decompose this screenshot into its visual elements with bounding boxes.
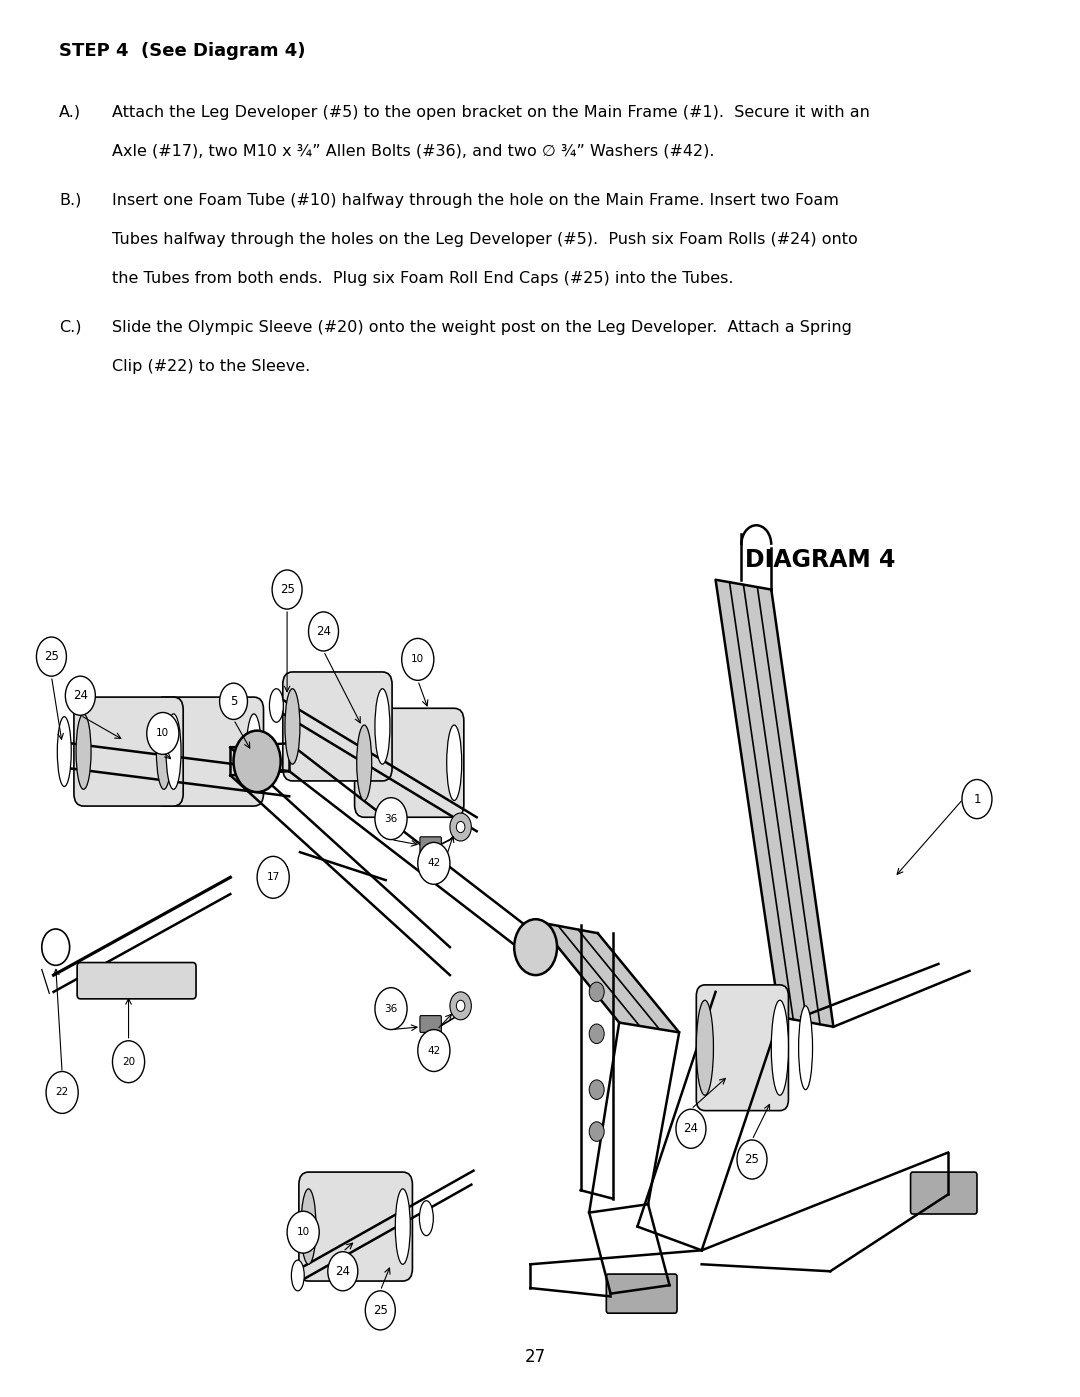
- Text: 27: 27: [525, 1348, 546, 1366]
- FancyBboxPatch shape: [420, 837, 442, 854]
- Circle shape: [418, 1030, 450, 1071]
- Text: 10: 10: [157, 728, 170, 739]
- FancyBboxPatch shape: [910, 1172, 977, 1214]
- Circle shape: [402, 638, 434, 680]
- Ellipse shape: [269, 689, 283, 722]
- FancyBboxPatch shape: [154, 697, 264, 806]
- Circle shape: [737, 1140, 767, 1179]
- Ellipse shape: [697, 1000, 714, 1095]
- Text: Tubes halfway through the holes on the Leg Developer (#5).  Push six Foam Rolls : Tubes halfway through the holes on the L…: [112, 232, 859, 247]
- Ellipse shape: [292, 1260, 305, 1291]
- Text: Clip (#22) to the Sleeve.: Clip (#22) to the Sleeve.: [112, 359, 311, 374]
- Text: 22: 22: [55, 1087, 69, 1098]
- Circle shape: [233, 731, 281, 792]
- Text: 24: 24: [684, 1122, 699, 1136]
- Circle shape: [375, 798, 407, 840]
- Ellipse shape: [375, 689, 390, 764]
- Circle shape: [219, 683, 247, 719]
- Text: 10: 10: [297, 1227, 310, 1238]
- Text: 20: 20: [122, 1056, 135, 1067]
- Text: 36: 36: [384, 1003, 397, 1014]
- Circle shape: [375, 988, 407, 1030]
- Text: 24: 24: [72, 689, 87, 703]
- Polygon shape: [538, 922, 679, 1032]
- Text: STEP 4  (See Diagram 4): STEP 4 (See Diagram 4): [59, 42, 306, 60]
- FancyBboxPatch shape: [73, 697, 184, 806]
- Text: A.): A.): [59, 105, 81, 120]
- Circle shape: [112, 1041, 145, 1083]
- Text: 42: 42: [428, 1045, 441, 1056]
- Circle shape: [328, 1252, 357, 1291]
- Text: 25: 25: [744, 1153, 759, 1166]
- Circle shape: [37, 637, 66, 676]
- FancyBboxPatch shape: [283, 672, 392, 781]
- Text: 24: 24: [316, 624, 330, 638]
- Text: B.): B.): [59, 193, 81, 208]
- Text: Insert one Foam Tube (#10) halfway through the hole on the Main Frame. Insert tw: Insert one Foam Tube (#10) halfway throu…: [112, 193, 839, 208]
- Ellipse shape: [798, 1006, 812, 1090]
- Circle shape: [66, 676, 95, 715]
- Circle shape: [514, 919, 557, 975]
- Circle shape: [590, 982, 604, 1002]
- Circle shape: [147, 712, 179, 754]
- Circle shape: [590, 1024, 604, 1044]
- Circle shape: [272, 570, 302, 609]
- Circle shape: [457, 821, 464, 833]
- Ellipse shape: [166, 714, 181, 789]
- Ellipse shape: [771, 1000, 788, 1095]
- Ellipse shape: [301, 1189, 316, 1264]
- Circle shape: [46, 1071, 78, 1113]
- Polygon shape: [716, 580, 834, 1027]
- Text: Axle (#17), two M10 x ¾” Allen Bolts (#36), and two ∅ ¾” Washers (#42).: Axle (#17), two M10 x ¾” Allen Bolts (#3…: [112, 144, 715, 159]
- Text: the Tubes from both ends.  Plug six Foam Roll End Caps (#25) into the Tubes.: the Tubes from both ends. Plug six Foam …: [112, 271, 734, 286]
- Text: 36: 36: [384, 813, 397, 824]
- Ellipse shape: [419, 1200, 433, 1236]
- Circle shape: [365, 1291, 395, 1330]
- Text: 24: 24: [335, 1264, 350, 1278]
- FancyBboxPatch shape: [697, 985, 788, 1111]
- Text: 1: 1: [973, 792, 981, 806]
- Ellipse shape: [447, 725, 462, 800]
- Circle shape: [450, 813, 471, 841]
- Text: Slide the Olympic Sleeve (#20) onto the weight post on the Leg Developer.  Attac: Slide the Olympic Sleeve (#20) onto the …: [112, 320, 852, 335]
- Text: 25: 25: [44, 650, 58, 664]
- FancyBboxPatch shape: [77, 963, 197, 999]
- Ellipse shape: [157, 714, 172, 789]
- FancyBboxPatch shape: [420, 1016, 442, 1032]
- Circle shape: [590, 1080, 604, 1099]
- Text: C.): C.): [59, 320, 81, 335]
- Text: 5: 5: [230, 694, 238, 708]
- Text: 17: 17: [267, 872, 280, 883]
- Circle shape: [962, 780, 991, 819]
- Ellipse shape: [57, 717, 71, 787]
- Circle shape: [287, 1211, 320, 1253]
- Circle shape: [457, 1000, 464, 1011]
- Text: Attach the Leg Developer (#5) to the open bracket on the Main Frame (#1).  Secur: Attach the Leg Developer (#5) to the ope…: [112, 105, 870, 120]
- Text: 10: 10: [411, 654, 424, 665]
- Circle shape: [450, 992, 471, 1020]
- Text: 25: 25: [373, 1303, 388, 1317]
- Text: 42: 42: [428, 858, 441, 869]
- FancyBboxPatch shape: [299, 1172, 413, 1281]
- Circle shape: [676, 1109, 706, 1148]
- FancyBboxPatch shape: [606, 1274, 677, 1313]
- Text: DIAGRAM 4: DIAGRAM 4: [744, 548, 895, 571]
- Ellipse shape: [76, 714, 91, 789]
- Text: 25: 25: [280, 583, 295, 597]
- Circle shape: [590, 1122, 604, 1141]
- Ellipse shape: [395, 1189, 410, 1264]
- Ellipse shape: [356, 725, 372, 800]
- FancyBboxPatch shape: [354, 708, 463, 817]
- Ellipse shape: [285, 689, 300, 764]
- Circle shape: [418, 842, 450, 884]
- Ellipse shape: [246, 714, 261, 789]
- Circle shape: [309, 612, 338, 651]
- Circle shape: [257, 856, 289, 898]
